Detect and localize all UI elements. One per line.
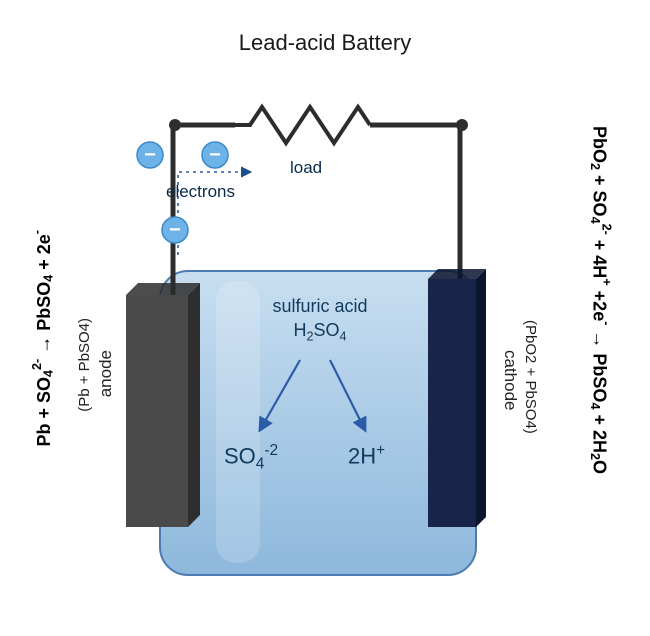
svg-text:−: −: [144, 144, 156, 166]
terminal-left: [169, 119, 181, 131]
cathode-sublabel: (PbO2 + PbSO4): [522, 320, 539, 434]
electrolyte-name: sulfuric acid: [230, 296, 410, 317]
electrons-label: electrons: [166, 182, 235, 202]
anode-electrode: [126, 283, 200, 527]
electrolyte-formula: H2SO4: [230, 320, 410, 344]
svg-text:−: −: [209, 144, 221, 166]
wire-right: [370, 125, 460, 279]
svg-layer: − − −: [0, 0, 650, 636]
cathode-electrode: [428, 269, 486, 527]
anode-reaction: Pb + SO42- → PbSO4 + 2e-: [30, 230, 56, 447]
svg-text:−: −: [169, 219, 181, 241]
diagram-stage: Lead-acid Battery: [0, 0, 650, 636]
terminal-right: [456, 119, 468, 131]
ion-h: 2H+: [348, 442, 385, 469]
anode-sublabel: (Pb + PbSO4): [76, 318, 93, 412]
ion-so4: SO4-2: [224, 442, 278, 474]
cathode-reaction: PbO2 + SO42- + 4H+ +2e- → PbSO4 + 2H2O: [588, 126, 614, 474]
load-label: load: [290, 158, 322, 178]
cathode-label: cathode: [500, 350, 520, 411]
anode-label: anode: [96, 350, 116, 397]
resistor-icon: [235, 107, 370, 143]
